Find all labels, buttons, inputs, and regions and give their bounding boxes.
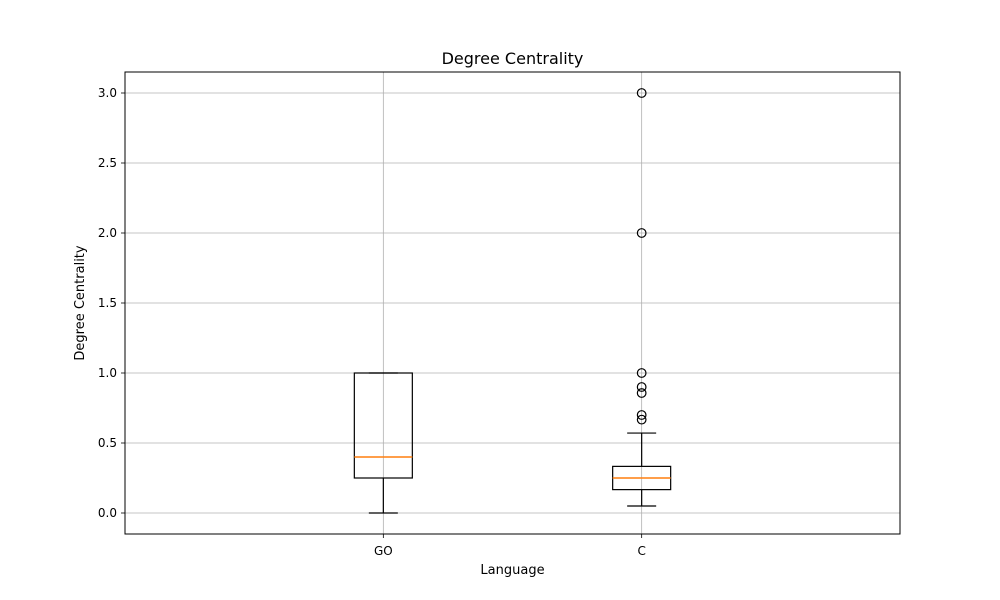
y-tick-label: 3.0 xyxy=(98,86,117,100)
outlier-point xyxy=(636,88,647,98)
outlier-point xyxy=(636,388,647,398)
outlier-point xyxy=(636,368,647,378)
ticks-layer: 0.0 0.5 1.0 1.5 2.0 2.5 3.0 GO C xyxy=(98,86,646,558)
y-tick-label: 0.0 xyxy=(98,506,117,520)
box-iqr xyxy=(353,372,413,479)
boxes-layer xyxy=(353,88,672,514)
y-tick-label: 0.5 xyxy=(98,436,117,450)
grid-layer xyxy=(125,72,900,534)
y-axis-label: Degree Centrality xyxy=(73,245,88,360)
y-tick-label: 2.0 xyxy=(98,226,117,240)
y-tick-label: 1.5 xyxy=(98,296,117,310)
outlier-point xyxy=(636,410,647,420)
outlier-point xyxy=(636,414,647,425)
y-tick-label: 2.5 xyxy=(98,156,117,170)
x-axis-label: Language xyxy=(480,563,544,578)
chart-title: Degree Centrality xyxy=(442,49,584,68)
y-tick-label: 1.0 xyxy=(98,366,117,380)
outlier-point xyxy=(636,382,647,392)
outlier-point xyxy=(636,228,647,238)
x-tick-label: C xyxy=(637,544,645,558)
x-tick-label: GO xyxy=(374,544,393,558)
